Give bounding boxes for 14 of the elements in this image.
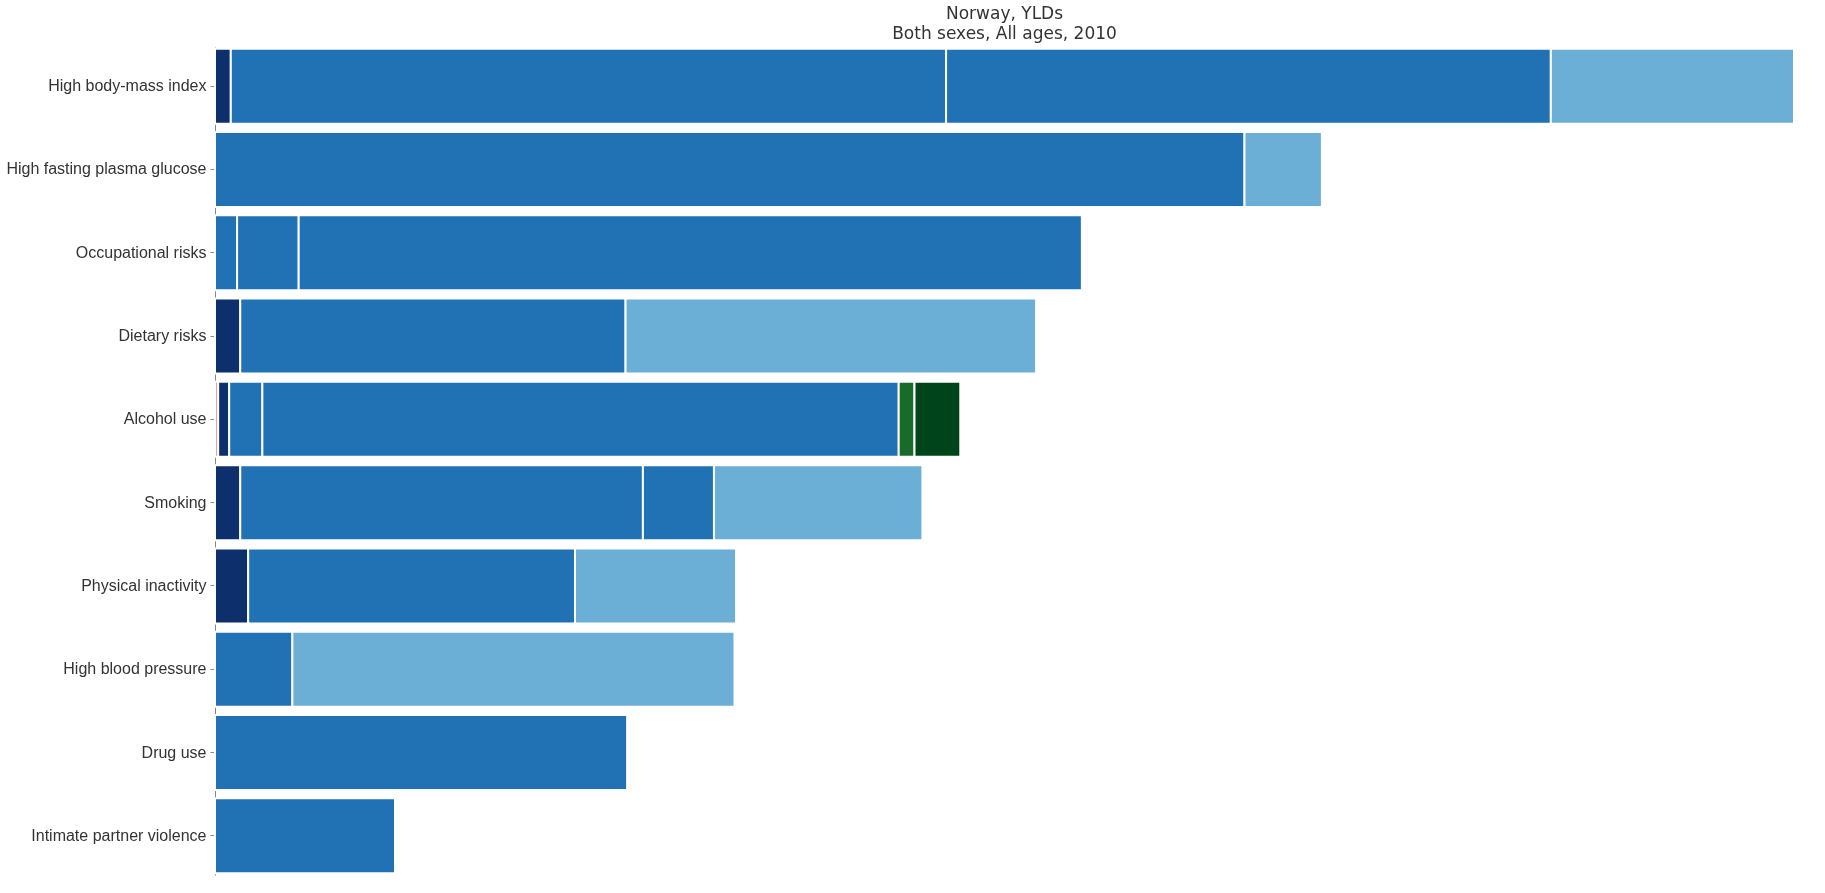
y-tick-label: Alcohol use [123, 410, 207, 428]
chart-subtitle: Both sexes, All ages, 2010 [892, 23, 1117, 43]
bar [214, 797, 397, 875]
y-tick-label: Occupational risks [75, 243, 207, 261]
y-tick-label: Intimate partner violence [31, 826, 207, 844]
y-tick-label: Dietary risks [118, 327, 207, 345]
chart-title: Norway, YLDs [945, 3, 1064, 23]
y-tick-label: High fasting plasma glucose [6, 160, 207, 178]
y-tick-label: Smoking [144, 493, 207, 511]
bar [214, 714, 629, 792]
y-tick-label: Drug use [141, 743, 207, 761]
y-tick-label: High body-mass index [48, 77, 207, 95]
y-tick-label: Physical inactivity [81, 576, 207, 594]
y-tick-label: High blood pressure [63, 660, 207, 678]
